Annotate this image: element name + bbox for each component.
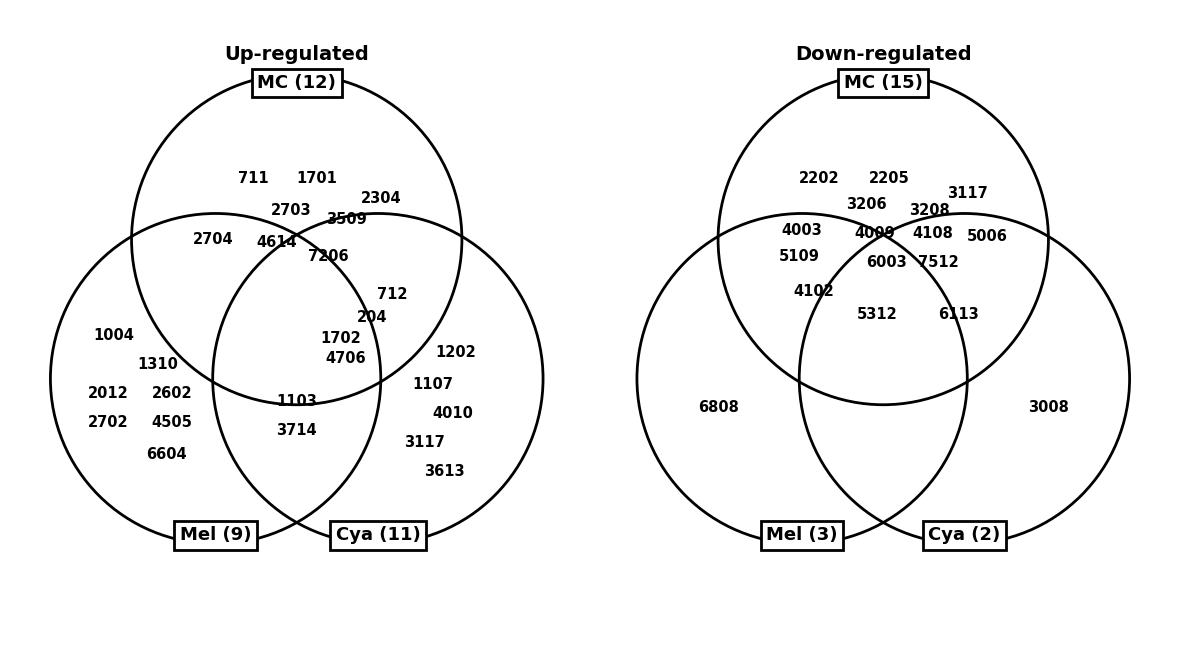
Text: 4706: 4706: [326, 351, 366, 366]
Text: Up-regulated: Up-regulated: [224, 46, 369, 65]
Text: 2704: 2704: [192, 232, 232, 247]
Text: 3714: 3714: [276, 423, 317, 438]
Text: 4010: 4010: [433, 406, 473, 421]
Text: 5109: 5109: [779, 249, 820, 264]
Text: 7206: 7206: [308, 249, 349, 264]
Text: 4009: 4009: [854, 227, 894, 241]
Text: 1004: 1004: [93, 328, 135, 343]
Text: Cya (2): Cya (2): [929, 526, 1001, 544]
Text: Mel (3): Mel (3): [766, 526, 838, 544]
Text: 3008: 3008: [1028, 400, 1069, 415]
Text: 6604: 6604: [146, 447, 186, 462]
Text: 1202: 1202: [435, 345, 477, 360]
Text: 4505: 4505: [152, 415, 192, 430]
Text: 4102: 4102: [793, 284, 834, 299]
Text: 712: 712: [378, 287, 407, 302]
Text: 2602: 2602: [152, 386, 192, 401]
Text: MC (12): MC (12): [257, 74, 336, 92]
Text: 3208: 3208: [910, 203, 950, 218]
Text: 204: 204: [356, 310, 387, 325]
Text: 6808: 6808: [697, 400, 739, 415]
Text: 3509: 3509: [326, 212, 366, 227]
Text: 1103: 1103: [276, 394, 317, 409]
Text: 6003: 6003: [866, 255, 906, 270]
Text: Cya (11): Cya (11): [335, 526, 420, 544]
Text: 2304: 2304: [360, 191, 401, 206]
Text: 7512: 7512: [918, 255, 958, 270]
Text: 2205: 2205: [868, 171, 910, 186]
Text: 2202: 2202: [799, 171, 840, 186]
Text: 4108: 4108: [912, 227, 953, 241]
Text: 4614: 4614: [256, 235, 296, 250]
Text: 3206: 3206: [846, 197, 886, 212]
Text: 4003: 4003: [781, 223, 822, 238]
Text: 1310: 1310: [137, 357, 178, 372]
Text: 3613: 3613: [425, 464, 465, 479]
Text: 711: 711: [238, 171, 269, 186]
Text: Mel (9): Mel (9): [179, 526, 251, 544]
Text: 1702: 1702: [320, 330, 361, 345]
Text: 5312: 5312: [857, 308, 898, 323]
Text: Down-regulated: Down-regulated: [795, 46, 971, 65]
Text: MC (15): MC (15): [844, 74, 923, 92]
Text: 5006: 5006: [968, 229, 1008, 244]
Text: 1107: 1107: [413, 377, 453, 392]
Text: 3117: 3117: [946, 185, 988, 200]
Text: 2702: 2702: [88, 415, 129, 430]
Text: 1701: 1701: [296, 171, 337, 186]
Text: 2703: 2703: [270, 203, 312, 218]
Text: 6113: 6113: [938, 308, 979, 323]
Text: 3117: 3117: [404, 435, 445, 450]
Text: 2012: 2012: [88, 386, 129, 401]
